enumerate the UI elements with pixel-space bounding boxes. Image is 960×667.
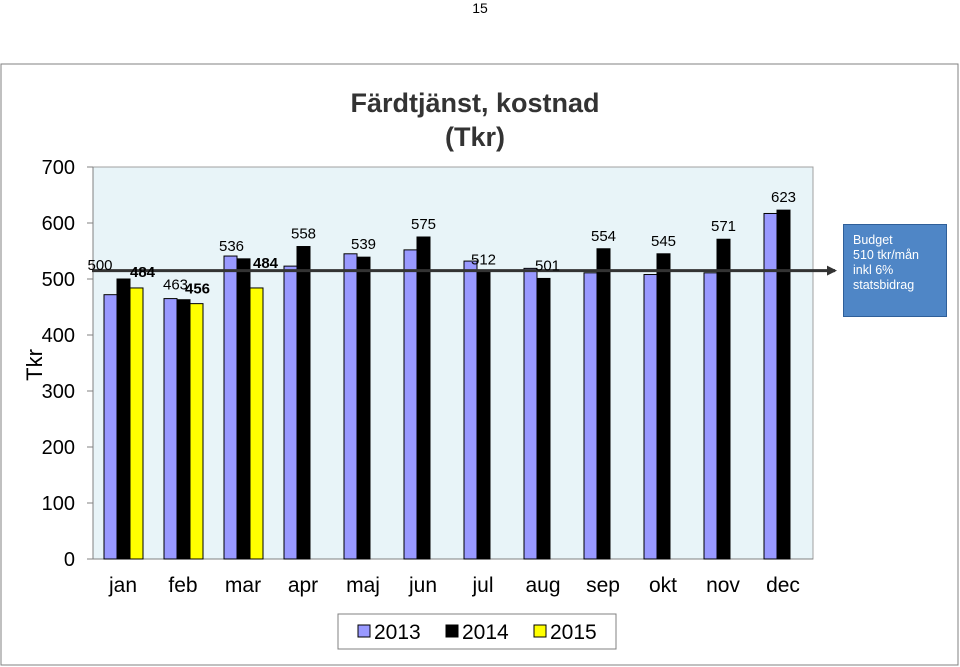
bar-2013-aug xyxy=(523,267,538,560)
bar-2013-dec xyxy=(763,212,778,560)
bar-2013-jul xyxy=(463,260,478,560)
bar-2013-okt xyxy=(643,274,658,560)
data-label-2015-feb: 456 xyxy=(185,281,210,298)
bar-2014-aug xyxy=(536,277,551,560)
bar-2013-maj xyxy=(343,253,358,560)
bar-2014-feb xyxy=(176,299,191,560)
category-label-apr: apr xyxy=(288,574,318,597)
y-tick-label: 400 xyxy=(42,325,75,347)
legend-swatch-2013 xyxy=(357,624,371,638)
data-label-2014-mar: 536 xyxy=(219,238,244,255)
y-tick-label: 0 xyxy=(64,549,75,571)
category-label-jan: jan xyxy=(108,574,137,597)
category-label-maj: maj xyxy=(346,574,380,597)
bar-2014-jan xyxy=(116,278,131,560)
data-label-2014-maj: 539 xyxy=(351,236,376,253)
y-axis-ticks: 0 100 200 300 400 500 600 700 xyxy=(42,157,93,571)
y-axis-label: Tkr xyxy=(22,349,47,381)
bar-2014-apr xyxy=(296,246,311,560)
bar-2013-jun xyxy=(403,249,418,560)
bar-2013-jan xyxy=(103,294,118,560)
legend-label-2013: 2013 xyxy=(374,621,421,644)
data-label-2014-aug: 501 xyxy=(535,257,560,274)
data-label-2014-jul: 512 xyxy=(471,251,496,268)
data-label-2014-jun: 575 xyxy=(411,216,436,233)
y-tick-label: 300 xyxy=(42,381,75,403)
chart-title: Färdtjänst, kostnad (Tkr) xyxy=(350,88,599,152)
bar-2014-jul xyxy=(476,271,491,560)
budget-annotation-line: statsbidrag xyxy=(853,278,915,292)
category-labels: jan feb mar apr maj jun jul aug sep okt nov dec xyxy=(108,574,800,597)
category-label-sep: sep xyxy=(586,574,620,597)
page-number: 15 xyxy=(472,0,488,16)
data-label-2014-okt: 545 xyxy=(651,233,676,250)
data-label-2014-apr: 558 xyxy=(291,226,316,243)
data-label-2014-dec: 623 xyxy=(771,189,796,206)
bar-2014-mar xyxy=(236,258,251,560)
category-label-mar: mar xyxy=(225,574,261,597)
budget-annotation-line: inkl 6% xyxy=(853,263,894,277)
data-labels: 500 463 536 558 539 575 512 501 554 545 571 623 484 4… xyxy=(87,189,796,298)
category-label-feb: feb xyxy=(168,574,197,597)
chart-title-line: (Tkr) xyxy=(445,122,505,152)
bar-2013-apr xyxy=(283,265,298,560)
bar-2013-mar xyxy=(223,255,238,560)
legend-label-2014: 2014 xyxy=(462,621,509,644)
category-label-okt: okt xyxy=(649,574,677,597)
data-label-2014-nov: 571 xyxy=(711,218,736,235)
bar-2013-sep xyxy=(583,272,598,560)
data-label-2015-mar: 484 xyxy=(253,255,279,272)
bar-2013-nov xyxy=(703,272,718,560)
plot-area xyxy=(92,166,814,560)
bars xyxy=(103,209,791,560)
legend: 2013 2014 2015 xyxy=(337,613,617,650)
budget-annotation-line: Budget xyxy=(853,233,893,247)
bar-2015-feb xyxy=(189,303,204,560)
y-tick-label: 200 xyxy=(42,437,75,459)
data-label-2014-sep: 554 xyxy=(591,228,616,245)
y-tick-label: 100 xyxy=(42,493,75,515)
category-label-dec: dec xyxy=(766,574,800,597)
category-label-nov: nov xyxy=(706,574,740,597)
budget-annotation: Budget 510 tkr/mån inkl 6% statsbidrag xyxy=(843,224,947,317)
bar-2014-okt xyxy=(656,253,671,560)
bar-2014-jun xyxy=(416,236,431,560)
bar-2014-sep xyxy=(596,248,611,560)
category-label-aug: aug xyxy=(525,574,560,597)
bar-2013-feb xyxy=(163,298,178,560)
data-label-2015-jan: 484 xyxy=(130,264,156,281)
category-label-jun: jun xyxy=(408,574,437,597)
legend-swatch-2014 xyxy=(445,624,459,638)
legend-swatch-2015 xyxy=(533,624,547,638)
budget-annotation-line: 510 tkr/mån xyxy=(853,248,920,262)
y-tick-label: 600 xyxy=(42,213,75,235)
data-label-2014-feb: 463 xyxy=(163,277,188,294)
y-tick-label: 500 xyxy=(42,269,75,291)
category-label-jul: jul xyxy=(471,574,493,597)
bar-2014-maj xyxy=(356,256,371,560)
bar-2014-nov xyxy=(716,238,731,560)
y-tick-label: 700 xyxy=(42,157,75,179)
bar-2014-dec xyxy=(776,209,791,560)
bar-2015-mar xyxy=(249,287,264,560)
plot-background xyxy=(92,166,814,560)
bar-2015-jan xyxy=(129,287,144,560)
chart-title-line: Färdtjänst, kostnad xyxy=(350,88,599,118)
data-label-2014-jan: 500 xyxy=(87,257,112,274)
legend-label-2015: 2015 xyxy=(550,621,597,644)
legend-box xyxy=(337,613,617,650)
